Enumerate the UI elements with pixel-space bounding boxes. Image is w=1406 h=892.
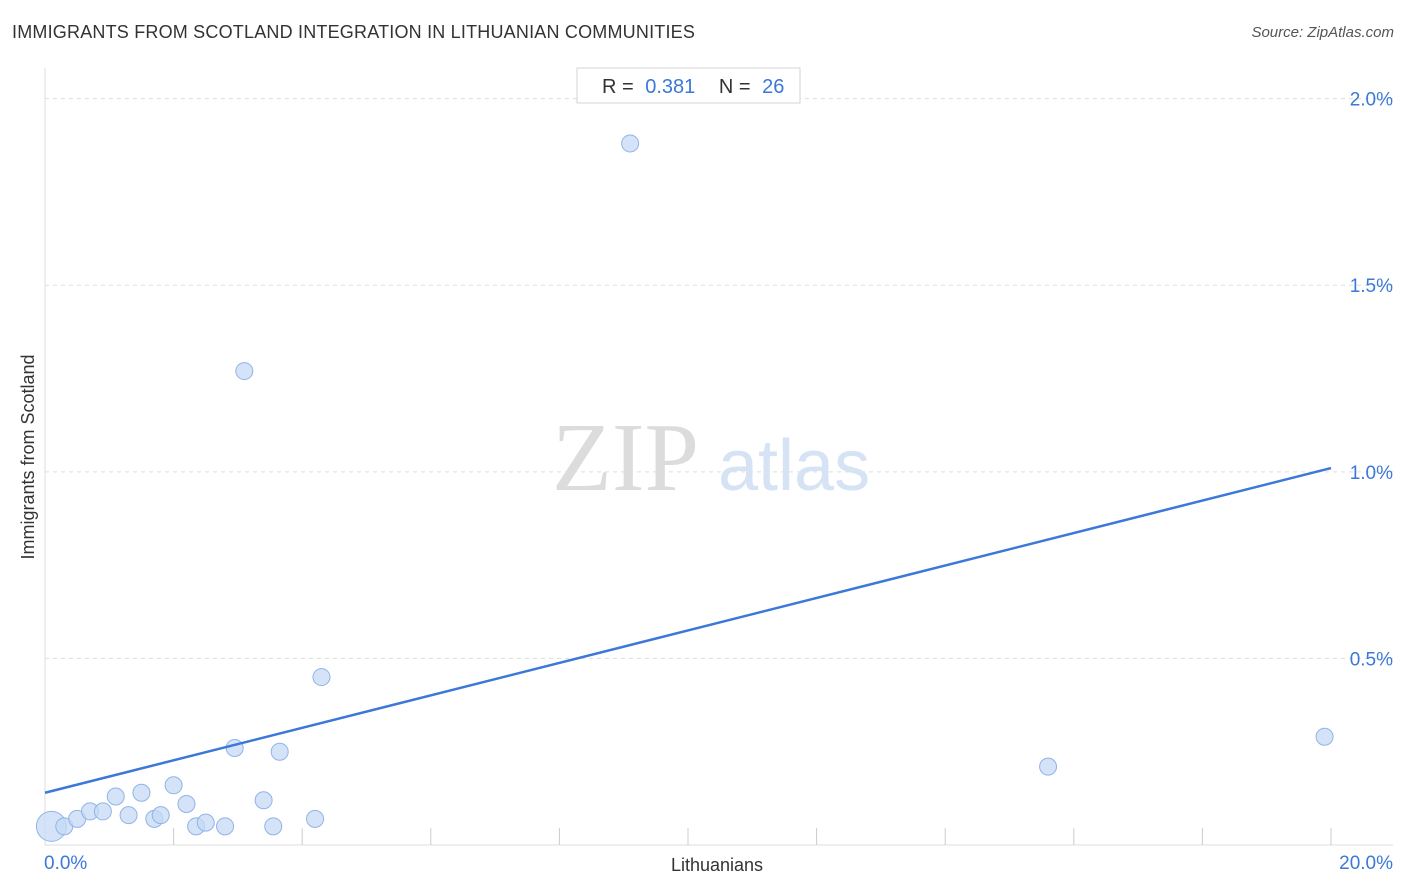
watermark-atlas: atlas xyxy=(718,426,870,506)
data-point xyxy=(177,794,196,813)
data-point xyxy=(164,776,183,795)
chart-title: IMMIGRANTS FROM SCOTLAND INTEGRATION IN … xyxy=(12,22,696,42)
stats-text: R = 0.381 N = 26 xyxy=(602,76,784,98)
y-tick-label: 2.0% xyxy=(1350,90,1393,111)
x-axis-title: Lithuanians xyxy=(671,855,763,875)
r-value: 0.381 xyxy=(645,76,695,98)
x-axis-ticks xyxy=(173,828,1332,845)
y-tick-label: 1.5% xyxy=(1350,276,1393,297)
data-point xyxy=(106,787,125,806)
data-point xyxy=(312,668,331,687)
data-point xyxy=(254,791,273,810)
data-point xyxy=(151,806,170,825)
data-point xyxy=(1039,757,1058,776)
zipatlas-watermark: ZIP atlas xyxy=(552,404,870,512)
data-point xyxy=(225,738,244,757)
n-label: N = xyxy=(719,76,751,98)
grid-lines xyxy=(45,98,1393,659)
data-point xyxy=(235,362,254,381)
trendline xyxy=(44,466,1332,794)
y-axis-tick-labels: 0.5% 1.0% 1.5% 2.0% xyxy=(1350,90,1393,671)
y-tick-label: 1.0% xyxy=(1350,463,1393,484)
x-tick-label-min: 0.0% xyxy=(44,853,87,874)
data-point xyxy=(306,809,325,828)
data-point xyxy=(132,783,151,802)
source-credit: Source: ZipAtlas.com xyxy=(1251,24,1394,41)
y-axis-title: Immigrants from Scotland xyxy=(18,354,38,559)
stats-box-frame xyxy=(576,67,801,104)
data-point xyxy=(621,134,640,153)
r-label: R = xyxy=(602,76,634,98)
data-points xyxy=(35,134,1334,842)
watermark-zip: ZIP xyxy=(552,404,699,512)
x-tick-label-max: 20.0% xyxy=(1339,853,1393,874)
data-point xyxy=(216,817,235,836)
data-point xyxy=(1315,727,1334,746)
data-point xyxy=(270,742,289,761)
data-point xyxy=(119,806,138,825)
data-point xyxy=(264,817,283,836)
data-point xyxy=(93,802,112,821)
y-tick-label: 0.5% xyxy=(1350,649,1393,670)
correlation-stats-box: R = 0.381 N = 26 xyxy=(576,67,801,104)
n-value: 26 xyxy=(762,76,784,98)
data-point xyxy=(196,813,215,832)
